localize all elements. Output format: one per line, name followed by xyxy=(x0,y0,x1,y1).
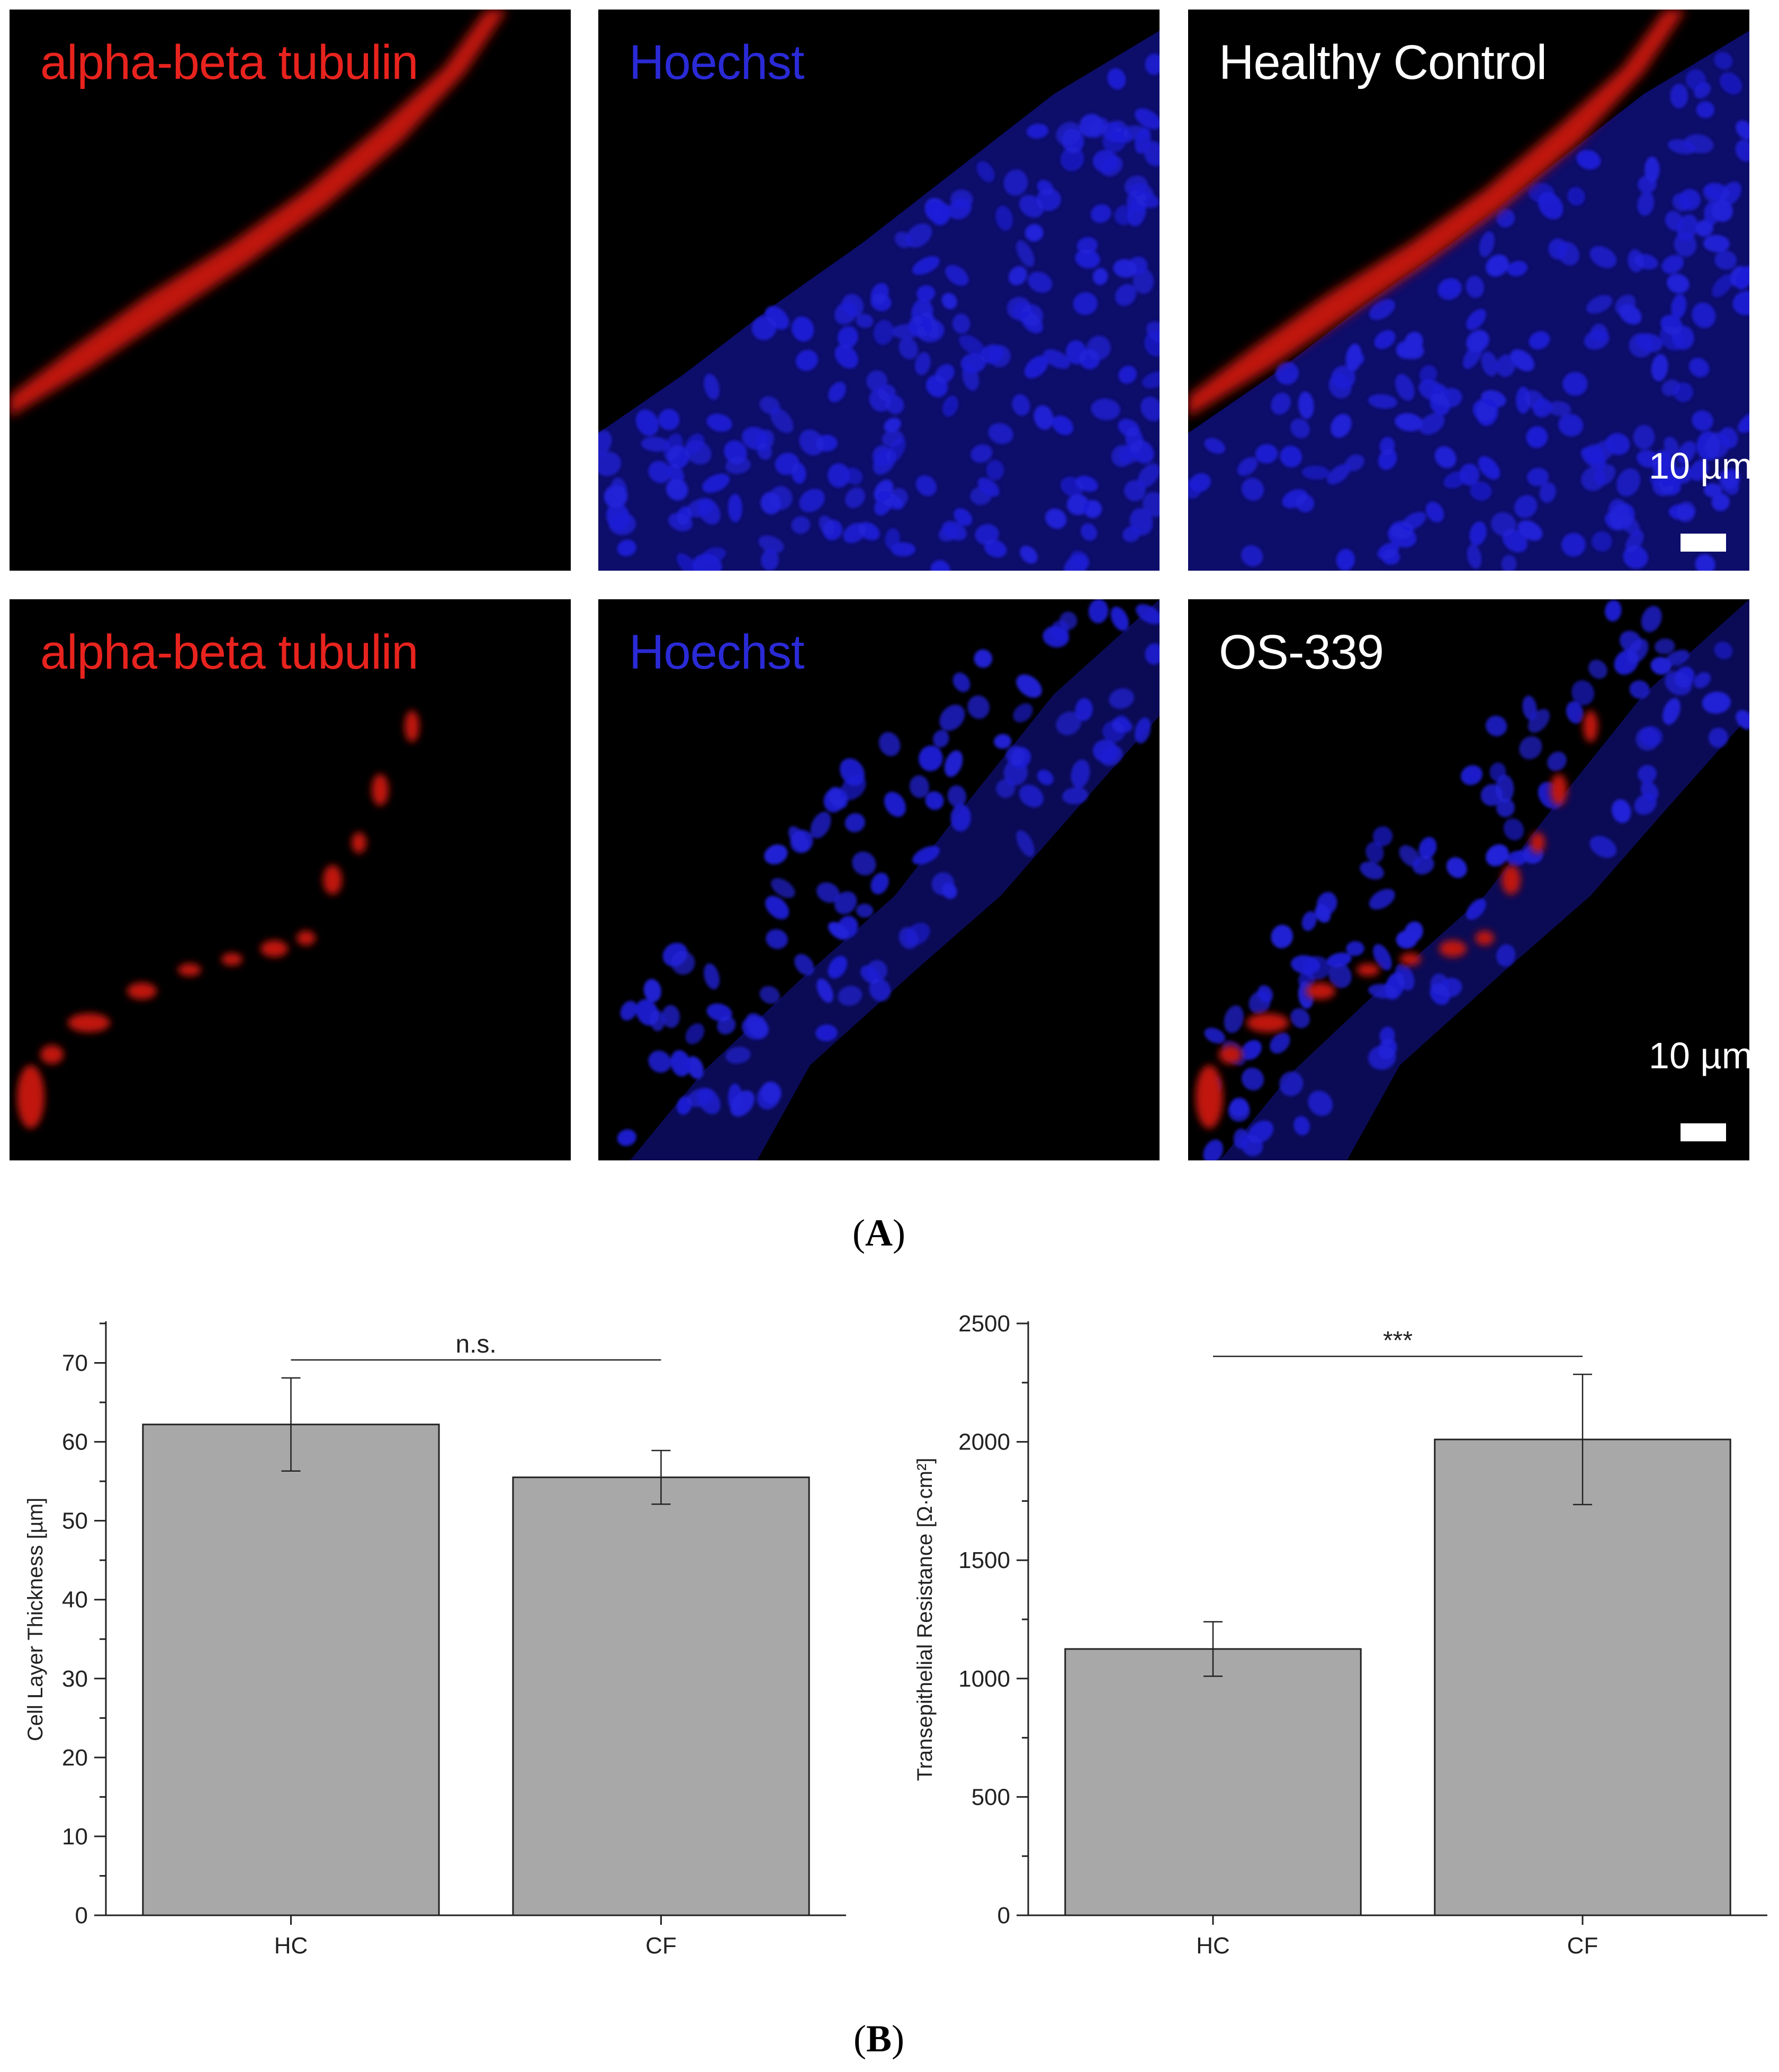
scale-bar xyxy=(1681,1123,1726,1141)
bar-cf xyxy=(512,1476,810,1916)
scale-bar xyxy=(1681,534,1726,552)
significance-label: *** xyxy=(1383,1327,1413,1355)
significance-label: n.s. xyxy=(455,1330,496,1358)
y-tick-label: 1500 xyxy=(958,1547,1010,1573)
micrograph-tubulin-hc: alpha-beta tubulin xyxy=(10,10,571,571)
y-tick-label: 1000 xyxy=(958,1666,1010,1692)
bar-hc xyxy=(142,1424,440,1916)
micrograph-merge-os339: OS-339 10 µm xyxy=(1188,599,1749,1160)
y-tick-label: 2000 xyxy=(958,1429,1010,1455)
micrograph-hoechst-os339: Hoechst xyxy=(598,599,1160,1160)
scale-bar-label: 10 µm xyxy=(1649,1035,1749,1076)
y-tick-label: 500 xyxy=(972,1784,1010,1810)
scale-bar-label: 10 µm xyxy=(1649,445,1749,487)
y-axis-label: Cell Layer Thickness [µm] xyxy=(24,1498,47,1741)
channel-label: Hoechst xyxy=(629,625,804,679)
channel-label: alpha-beta tubulin xyxy=(40,35,418,89)
micrograph-hoechst-hc: Hoechst xyxy=(598,10,1160,571)
x-tick-label: CF xyxy=(1567,1933,1598,1959)
panel-label-b: (B) xyxy=(853,2017,904,2060)
y-tick-label: 10 xyxy=(62,1824,88,1850)
bar-hc xyxy=(1064,1648,1362,1916)
y-tick-label: 20 xyxy=(62,1745,88,1771)
y-tick-label: 30 xyxy=(62,1666,88,1692)
condition-label: OS-339 xyxy=(1219,625,1384,679)
panel-label-a: (A) xyxy=(852,1212,905,1254)
merged-stain-image xyxy=(1196,599,1749,1160)
y-axis-label: Transepithelial Resistance [Ω·cm²] xyxy=(913,1458,937,1781)
y-tick-label: 40 xyxy=(62,1587,88,1613)
nuclei-stain-image xyxy=(617,599,1160,1160)
nuclei-stain-image xyxy=(598,31,1160,571)
merged-stain-image xyxy=(1188,10,1749,571)
y-tick-label: 60 xyxy=(62,1429,88,1455)
x-tick-label: HC xyxy=(1196,1933,1230,1959)
x-tick-label: CF xyxy=(645,1933,677,1959)
y-tick-label: 70 xyxy=(62,1350,88,1376)
channel-label: alpha-beta tubulin xyxy=(40,625,418,679)
y-tick-label: 0 xyxy=(75,1903,88,1929)
y-tick-label: 0 xyxy=(998,1903,1010,1929)
channel-label: Hoechst xyxy=(629,35,804,89)
micrograph-merge-hc: Healthy Control 10 µm xyxy=(1188,10,1749,571)
x-tick-label: HC xyxy=(274,1933,308,1959)
cell-layer-thickness-chart: 0 10 20 30 40 50 60 70 Cell Layer Thickness [µm]… xyxy=(24,1321,846,1959)
y-tick-label: 2500 xyxy=(958,1311,1010,1337)
tubulin-stain-image xyxy=(17,710,419,1129)
transepithelial-resistance-chart: 0 500 1000 1500 2000 2500 Transepithelial Resi… xyxy=(913,1311,1767,1959)
y-tick-label: 50 xyxy=(62,1508,88,1534)
bar-cf xyxy=(1434,1438,1731,1916)
tubulin-stain-image xyxy=(10,10,507,417)
condition-label: Healthy Control xyxy=(1219,35,1547,89)
micrograph-tubulin-os339: alpha-beta tubulin xyxy=(10,599,571,1160)
